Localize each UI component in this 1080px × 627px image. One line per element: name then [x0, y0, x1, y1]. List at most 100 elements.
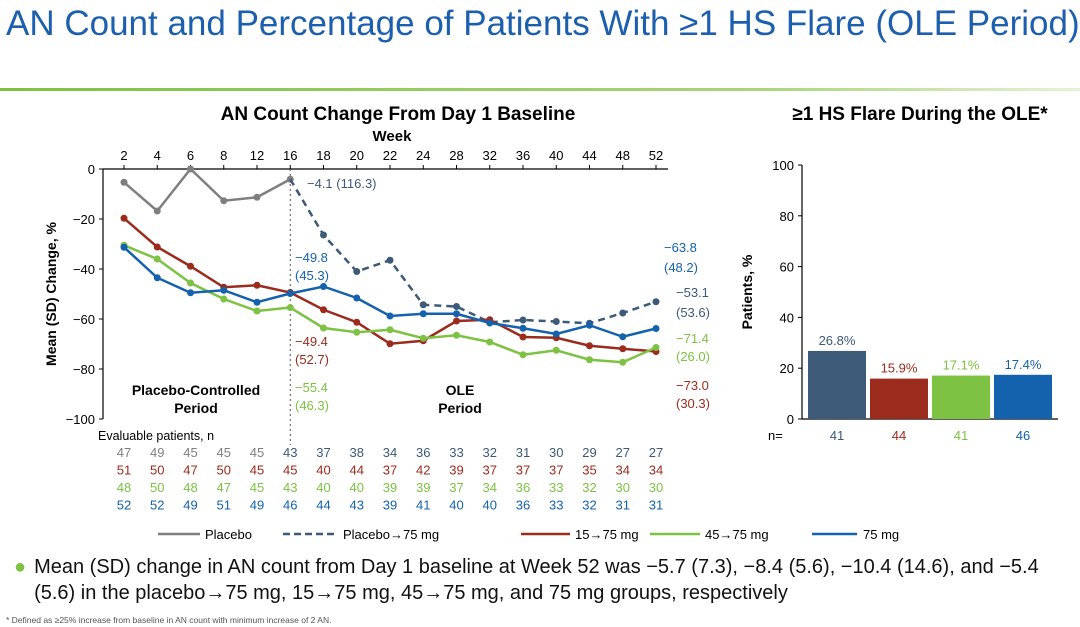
- x-tick-label: 18: [316, 148, 330, 163]
- annotation: −73.0: [676, 378, 709, 393]
- bar-y-tick-label: 80: [780, 209, 794, 224]
- data-point: [652, 344, 660, 351]
- x-tick-label: 24: [416, 148, 430, 163]
- data-point: [453, 310, 460, 318]
- data-point: [586, 321, 593, 329]
- n-label: n=: [768, 428, 783, 443]
- bar: [870, 378, 928, 419]
- evaluable-n: 43: [350, 498, 364, 513]
- bar: [994, 374, 1052, 419]
- data-point: [320, 324, 327, 332]
- data-point: [120, 178, 128, 186]
- data-point: [586, 342, 593, 350]
- data-point: [253, 307, 261, 315]
- bar-n: 41: [830, 428, 844, 443]
- x-tick-label: 6: [187, 148, 194, 163]
- data-point: [619, 333, 627, 341]
- evaluable-n: 44: [316, 498, 330, 513]
- data-point: [552, 330, 560, 338]
- annotation: −71.4: [676, 331, 709, 346]
- legend-label: Placebo: [205, 527, 252, 542]
- annotation: −55.4: [295, 380, 328, 395]
- evaluable-n: 27: [616, 445, 630, 460]
- evaluable-n: 45: [183, 445, 197, 460]
- data-point: [253, 193, 261, 201]
- data-point: [552, 318, 560, 325]
- evaluable-n: 36: [416, 445, 430, 460]
- data-point: [419, 334, 427, 342]
- bullet-point: ● Mean (SD) change in AN count from Day 1…: [14, 554, 1074, 606]
- annotation: −49.4: [295, 334, 328, 349]
- title-divider: [0, 88, 1080, 91]
- data-point: [453, 317, 460, 325]
- data-point: [220, 197, 228, 205]
- evaluable-n: 52: [117, 498, 131, 513]
- annotation: −53.1: [676, 285, 709, 300]
- evaluable-n: 40: [483, 498, 497, 513]
- evaluable-n: 40: [316, 480, 330, 495]
- evaluable-n: 43: [283, 445, 297, 460]
- data-point: [619, 345, 627, 353]
- bar-n: 41: [954, 428, 968, 443]
- line-chart-title: AN Count Change From Day 1 Baseline: [221, 104, 576, 125]
- data-point: [353, 318, 361, 326]
- evaluable-n: 42: [416, 463, 430, 478]
- annotation-sd: (30.3): [676, 396, 710, 411]
- evaluable-n: 47: [117, 445, 131, 460]
- evaluable-n: 48: [183, 480, 197, 495]
- data-point: [519, 316, 527, 324]
- y-tick-label: −20: [73, 212, 95, 227]
- evaluable-n: 39: [449, 463, 463, 478]
- bar: [932, 375, 990, 419]
- data-point: [320, 283, 327, 290]
- evaluable-n: 49: [183, 498, 197, 513]
- data-point: [353, 268, 361, 275]
- evaluable-n: 40: [449, 498, 463, 513]
- data-point: [153, 243, 161, 251]
- evaluable-n: 39: [416, 480, 430, 495]
- evaluable-n: 34: [383, 445, 397, 460]
- annotation-sd: (45.3): [295, 268, 329, 283]
- evaluable-n: 37: [449, 480, 463, 495]
- x-tick-label: 2: [120, 148, 127, 163]
- x-tick-label: 16: [283, 148, 297, 163]
- x-tick-label: 8: [220, 148, 227, 163]
- annotation-sd: (26.0): [676, 349, 710, 364]
- x-tick-label: 44: [582, 148, 596, 163]
- evaluable-n: 31: [516, 445, 530, 460]
- evaluable-n: 30: [616, 480, 630, 495]
- bar-y-tick-label: 40: [780, 310, 794, 325]
- evaluable-n: 32: [582, 498, 596, 513]
- bar: [808, 350, 866, 419]
- y-axis-title: Mean (SD) Change, %: [43, 221, 59, 365]
- x-tick-label: 4: [154, 148, 161, 163]
- evaluable-n: 45: [250, 463, 264, 478]
- evaluable-n: 32: [483, 445, 497, 460]
- data-point: [320, 306, 327, 314]
- evaluable-n: 30: [649, 480, 663, 495]
- x-tick-label: 36: [516, 148, 530, 163]
- data-point: [453, 331, 460, 339]
- evaluable-n: 40: [316, 463, 330, 478]
- annotation-sd: (46.3): [295, 398, 329, 413]
- series-line-placebo-75-mg: [289, 178, 657, 325]
- evaluable-n: 45: [217, 445, 231, 460]
- data-point: [286, 304, 294, 311]
- data-point: [486, 338, 494, 346]
- x-tick-label: 48: [616, 148, 630, 163]
- evaluable-n: 39: [383, 480, 397, 495]
- evaluable-n: 38: [350, 445, 364, 460]
- data-point: [552, 346, 560, 354]
- evaluable-n: 37: [316, 445, 330, 460]
- evaluable-n: 33: [449, 445, 463, 460]
- data-point: [320, 231, 327, 239]
- evaluable-n: 49: [250, 498, 264, 513]
- data-point: [353, 294, 361, 302]
- annotation-sd: (52.7): [295, 352, 329, 367]
- period-label: Placebo-Controlled: [132, 382, 260, 398]
- data-point: [652, 325, 660, 332]
- y-tick-label: 0: [88, 162, 95, 177]
- evaluable-n: 47: [217, 480, 231, 495]
- bar-value-label: 17.4%: [1005, 357, 1042, 372]
- period-label: OLE: [446, 382, 475, 398]
